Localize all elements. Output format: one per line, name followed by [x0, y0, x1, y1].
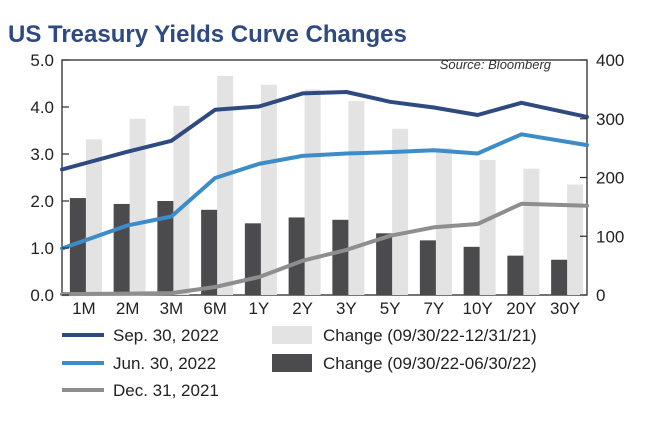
legend-label-change-09-30-22-06-30-22: Change (09/30/22-06/30/22) — [323, 354, 537, 373]
bar-change-09-30-22-12-31-21-2m — [129, 118, 146, 295]
bar-change-09-30-22-12-31-21-30y — [567, 184, 584, 295]
x-tick-label: 2M — [116, 299, 140, 318]
lines-layer — [60, 90, 589, 297]
x-tick-label: 30Y — [550, 299, 580, 318]
legend-label-change-09-30-22-12-31-21: Change (09/30/22-12/31/21) — [323, 326, 537, 345]
legend-label-sep-30-2022: Sep. 30, 2022 — [113, 326, 219, 345]
bar-change-09-30-22-06-30-22-6m — [201, 209, 218, 295]
x-tick-label: 6M — [203, 299, 227, 318]
left-tick-label: 5.0 — [30, 51, 54, 70]
right-tick-label: 0 — [596, 286, 605, 305]
bar-change-09-30-22-06-30-22-1y — [244, 223, 261, 295]
bar-change-09-30-22-12-31-21-20y — [523, 168, 540, 295]
bar-change-09-30-22-12-31-21-3y — [348, 101, 365, 295]
legend-swatch-change-09-30-22-06-30-22 — [272, 354, 312, 372]
line-dec-31-2021 — [60, 201, 589, 297]
left-tick-label: 2.0 — [30, 192, 54, 211]
axes-layer: 0.0 1.0 2.0 3.0 4.0 5.0 0 100 200 300 400 1M 2M 3M 6M 1… — [30, 51, 624, 318]
legend-label-dec-31-2021: Dec. 31, 2021 — [113, 381, 219, 400]
legend-swatch-change-09-30-22-12-31-21 — [272, 326, 312, 344]
bar-change-09-30-22-06-30-22-10y — [463, 246, 480, 295]
left-tick-label: 3.0 — [30, 145, 54, 164]
bar-change-09-30-22-06-30-22-1m — [69, 198, 86, 295]
bar-change-09-30-22-12-31-21-10y — [479, 159, 496, 295]
x-tick-label: 3Y — [336, 299, 357, 318]
right-tick-label: 300 — [596, 110, 624, 129]
bar-change-09-30-22-06-30-22-2y — [288, 217, 305, 295]
x-tick-label: 7Y — [423, 299, 444, 318]
legend: Sep. 30, 2022 Change (09/30/22-12/31/21) J… — [62, 326, 537, 400]
bar-change-09-30-22-06-30-22-20y — [507, 255, 524, 295]
left-tick-label: 4.0 — [30, 98, 54, 117]
bar-change-09-30-22-12-31-21-5y — [392, 128, 409, 295]
x-tick-label: 10Y — [463, 299, 493, 318]
legend-label-jun-30-2022: Jun. 30, 2022 — [113, 354, 216, 373]
chart-title: US Treasury Yields Curve Changes — [8, 21, 407, 48]
right-tick-label: 400 — [596, 51, 624, 70]
x-tick-label: 20Y — [506, 299, 536, 318]
right-tick-label: 200 — [596, 169, 624, 188]
bar-change-09-30-22-12-31-21-1y — [260, 84, 277, 295]
x-tick-label: 1M — [72, 299, 96, 318]
bar-change-09-30-22-12-31-21-7y — [435, 148, 452, 295]
bar-change-09-30-22-06-30-22-30y — [551, 259, 568, 295]
x-tick-label: 5Y — [380, 299, 401, 318]
line-sep-30-2022 — [60, 90, 589, 172]
bar-change-09-30-22-06-30-22-5y — [376, 233, 393, 295]
x-tick-label: 1Y — [248, 299, 269, 318]
bar-change-09-30-22-06-30-22-3y — [332, 219, 349, 295]
x-tick-label: 3M — [160, 299, 184, 318]
left-tick-label: 0.0 — [30, 286, 54, 305]
bar-change-09-30-22-12-31-21-3m — [173, 105, 190, 295]
bar-change-09-30-22-12-31-21-1m — [85, 139, 102, 295]
x-tick-label: 2Y — [292, 299, 313, 318]
source-note: Source: Bloomberg — [440, 57, 552, 72]
bar-change-09-30-22-06-30-22-2m — [113, 203, 130, 295]
line-jun-30-2022 — [60, 132, 589, 251]
left-tick-label: 1.0 — [30, 239, 54, 258]
bar-change-09-30-22-12-31-21-2y — [304, 89, 321, 295]
bar-change-09-30-22-12-31-21-6m — [217, 75, 234, 295]
bar-change-09-30-22-06-30-22-7y — [419, 240, 436, 295]
bar-change-09-30-22-06-30-22-3m — [157, 201, 174, 295]
right-tick-label: 100 — [596, 227, 624, 246]
